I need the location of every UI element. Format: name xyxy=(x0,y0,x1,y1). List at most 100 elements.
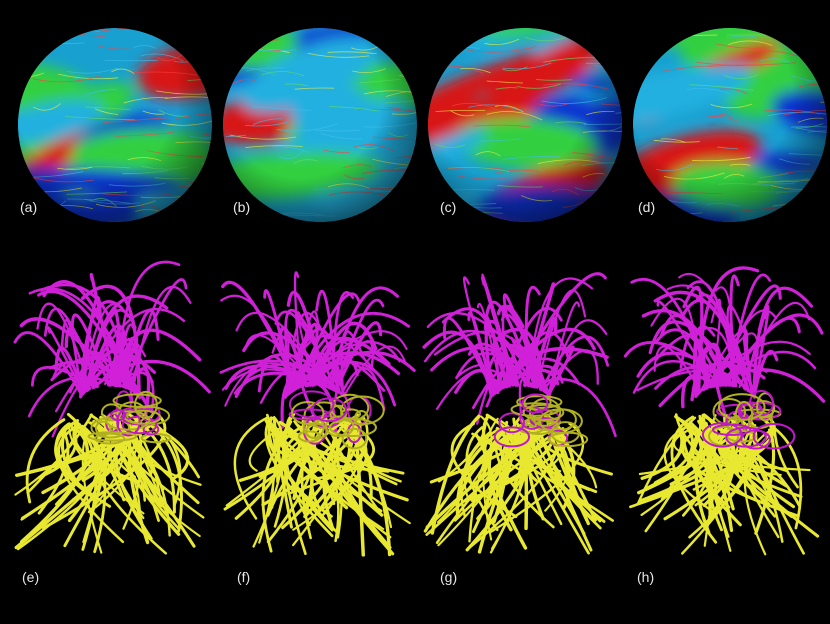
magenta-line xyxy=(476,378,501,425)
magenta-line xyxy=(291,311,411,392)
magenta-line xyxy=(116,260,181,387)
magenta-line xyxy=(490,336,528,387)
yellow-line xyxy=(54,419,95,499)
core-loop xyxy=(324,415,355,438)
panel-labels: (a) (b) (c) (d) (e) (f) (g) (h) xyxy=(20,199,655,585)
yellow-line xyxy=(25,418,66,504)
magenta-line xyxy=(463,276,495,394)
panel-label: (a) xyxy=(20,199,37,215)
yellow-line xyxy=(437,415,493,524)
core-loop xyxy=(90,417,131,439)
yellow-line xyxy=(670,415,718,544)
yellow-line xyxy=(282,432,333,518)
magenta-line xyxy=(727,273,772,387)
yellow-line xyxy=(450,422,518,519)
panel-label: (f) xyxy=(237,569,250,585)
core-loop xyxy=(116,407,141,437)
core-loop xyxy=(340,408,362,420)
core-loops xyxy=(87,390,172,445)
magenta-line xyxy=(496,357,581,392)
magenta-line xyxy=(623,341,731,387)
yellow-line xyxy=(87,421,142,516)
magenta-line xyxy=(80,307,186,397)
magenta-line xyxy=(505,346,609,389)
magenta-line xyxy=(334,321,383,392)
yellow-line xyxy=(271,412,296,509)
panel-label: (c) xyxy=(440,199,456,215)
magenta-line xyxy=(220,294,297,390)
yellow-line xyxy=(127,416,150,545)
yellow-line xyxy=(663,424,716,514)
field-lines xyxy=(623,266,826,556)
core-loop xyxy=(522,403,565,422)
magenta-line xyxy=(742,335,754,395)
magenta-line xyxy=(729,274,740,388)
magenta-line xyxy=(530,377,617,438)
yellow-line xyxy=(66,412,126,502)
field-lines xyxy=(219,271,416,557)
magenta-line xyxy=(329,286,400,389)
magenta-line xyxy=(284,308,315,393)
yellow-line xyxy=(764,420,803,530)
magenta-line xyxy=(13,331,84,397)
yellow-line xyxy=(471,432,614,522)
magenta-line xyxy=(121,308,160,389)
core-loop xyxy=(521,393,549,414)
core-loops xyxy=(701,389,796,450)
yellow-line xyxy=(282,425,307,556)
magenta-line xyxy=(89,273,117,387)
magenta-line xyxy=(342,345,407,398)
core-loop xyxy=(498,412,525,434)
sphere-shade xyxy=(223,28,417,222)
sphere-shade xyxy=(18,28,212,222)
yellow-line xyxy=(37,424,78,479)
yellow-line xyxy=(553,432,598,489)
magenta-line xyxy=(500,307,563,390)
magenta-line xyxy=(690,326,737,388)
yellow-line xyxy=(333,419,392,557)
panel-label: (e) xyxy=(22,569,39,585)
magenta-line xyxy=(650,297,699,395)
magenta-line xyxy=(340,330,366,397)
core-loop xyxy=(87,431,138,442)
magenta-line xyxy=(547,301,581,397)
yellow-line xyxy=(248,427,281,472)
core-loop xyxy=(341,427,368,450)
panel-label: (d) xyxy=(638,199,655,215)
core-loop xyxy=(538,408,583,434)
magenta-line xyxy=(484,343,551,398)
magenta-line xyxy=(122,278,188,389)
yellow-line xyxy=(653,422,695,485)
yellow-line xyxy=(68,422,145,515)
magenta-line xyxy=(92,359,211,394)
sphere-shade xyxy=(428,28,622,222)
magenta-line xyxy=(681,374,717,409)
magenta-line xyxy=(47,326,85,395)
yellow-line xyxy=(679,418,789,488)
magenta-line xyxy=(315,289,339,392)
magenta-line xyxy=(79,296,102,398)
magenta-line xyxy=(548,319,608,399)
yellow-line xyxy=(638,423,730,503)
core-loop xyxy=(493,426,531,448)
magenta-line xyxy=(632,360,725,394)
core-loop xyxy=(291,400,325,425)
magenta-line xyxy=(752,349,779,398)
magenta-line xyxy=(648,320,748,391)
magenta-line xyxy=(340,367,386,411)
magenta-line xyxy=(48,360,142,400)
field-lines xyxy=(422,272,617,555)
magenta-line xyxy=(311,336,391,387)
yellow-line xyxy=(127,412,176,514)
core-loop xyxy=(94,420,112,437)
yellow-line xyxy=(87,413,126,514)
yellow-line xyxy=(304,417,395,556)
yellow-line xyxy=(481,414,528,550)
core-loop xyxy=(288,408,331,421)
core-loop xyxy=(110,409,127,422)
core-loops xyxy=(493,393,589,448)
magenta-line xyxy=(485,315,509,389)
yellow-line xyxy=(26,413,93,494)
